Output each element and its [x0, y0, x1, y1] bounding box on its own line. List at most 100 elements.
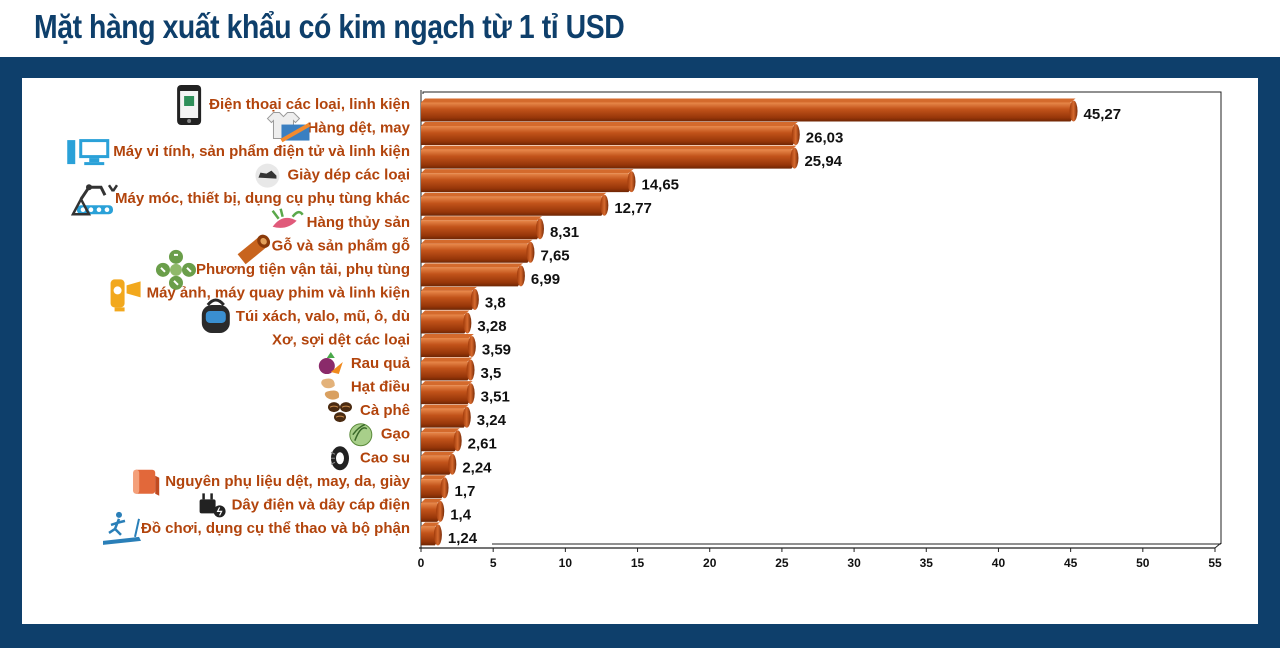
rice-icon: [349, 423, 373, 447]
category-label: Xơ, sợi dệt các loại: [272, 332, 410, 349]
bar: [421, 526, 439, 546]
value-label: 1,7: [455, 483, 476, 500]
x-tick-label: 15: [631, 556, 645, 570]
bar: [421, 502, 441, 522]
bar: [421, 267, 522, 287]
bar-top: [421, 239, 533, 244]
bar: [421, 196, 605, 216]
value-label: 3,51: [481, 389, 510, 406]
category-label: Máy ảnh, máy quay phim và linh kiện: [147, 284, 410, 301]
x-tick-label: 10: [559, 556, 573, 570]
category-label: Cà phê: [360, 402, 410, 419]
bar-top: [421, 216, 542, 221]
bar: [421, 408, 468, 428]
seafood-icon: [271, 208, 304, 228]
wood-log-icon: [237, 234, 271, 265]
bar: [421, 432, 459, 452]
bar: [421, 173, 632, 193]
value-labels: 45,27 26,03 25,94 14,65 12,77 8,31 7,65 6,99 3,8…: [448, 106, 1121, 547]
cashew-icon: [321, 378, 340, 400]
x-axis: 0 5 10 15 20 25 30 35 40 45 50 55: [418, 542, 1222, 570]
bar-top: [421, 192, 607, 197]
fabric-roll-icon: [133, 469, 160, 496]
camera-icon: [110, 279, 141, 312]
bar-top: [421, 428, 460, 433]
machinery-icon: [70, 184, 119, 216]
bar-top: [421, 263, 523, 268]
plot-border-top-right: [422, 91, 1222, 544]
category-label: Rau quả: [351, 355, 411, 372]
category-label: Máy móc, thiết bị, dụng cụ phụ tùng khác: [115, 190, 410, 207]
x-tick-label: 45: [1064, 556, 1078, 570]
value-label: 2,61: [468, 436, 497, 453]
value-label: 45,27: [1084, 106, 1122, 123]
bar-top: [421, 475, 447, 480]
value-label: 3,28: [477, 318, 506, 335]
category-label: Hàng dệt, may: [307, 120, 410, 137]
category-label: Giày dép các loại: [287, 167, 410, 184]
bar-top: [421, 145, 797, 150]
category-label: Gỗ và sản phẩm gỗ: [272, 237, 410, 254]
value-label: 26,03: [806, 130, 844, 147]
value-label: 3,5: [481, 365, 502, 382]
cable-icon: [199, 493, 226, 518]
bar-top: [421, 286, 477, 291]
bar: [421, 314, 468, 334]
x-tick-label: 35: [920, 556, 934, 570]
bar-end-cap: [436, 500, 445, 522]
category-label: Máy vi tính, sản phẩm điện tử và linh ki…: [113, 143, 410, 160]
value-label: 14,65: [641, 177, 679, 194]
bar-end-cap: [466, 359, 475, 381]
x-tick-label: 40: [992, 556, 1006, 570]
page-title: Mặt hàng xuất khẩu có kim ngạch từ 1 tỉ …: [34, 8, 625, 45]
treadmill-icon: [103, 511, 141, 545]
category-icons: [67, 85, 373, 545]
category-label: Hàng thủy sản: [307, 214, 410, 231]
bar-end-cap: [600, 194, 609, 216]
x-tick-label: 0: [418, 556, 425, 570]
x-tick-label: 5: [490, 556, 497, 570]
bar-top: [421, 404, 469, 409]
value-label: 6,99: [531, 271, 560, 288]
x-tick-label: 50: [1136, 556, 1150, 570]
bar: [421, 385, 472, 405]
bar-end-cap: [526, 241, 535, 263]
bar-top: [421, 381, 473, 386]
bar-end-cap: [791, 124, 800, 146]
value-label: 25,94: [804, 153, 842, 170]
bar-top: [421, 357, 473, 362]
category-label: Túi xách, valo, mũ, ô, dù: [236, 308, 410, 325]
x-tick-label: 55: [1208, 556, 1222, 570]
tire-icon: [330, 446, 349, 471]
value-label: 2,24: [462, 459, 492, 476]
x-tick-label: 30: [847, 556, 861, 570]
bar-end-cap: [466, 383, 475, 405]
category-labels: Điện thoại các loại, linh kiện Hàng dệt, …: [113, 96, 410, 537]
phone-icon: [177, 85, 202, 125]
vehicle-icon: [155, 249, 196, 290]
category-label: Điện thoại các loại, linh kiện: [209, 96, 410, 113]
chart-panel: 45,27 26,03 25,94 14,65 12,77 8,31 7,65 6,99 3,8…: [22, 78, 1258, 624]
bar: [421, 455, 453, 475]
bar-end-cap: [790, 147, 799, 169]
bar: [421, 338, 473, 357]
category-label: Phương tiện vận tải, phụ tùng: [196, 261, 410, 278]
value-label: 1,24: [448, 530, 478, 547]
shoe-icon: [255, 163, 280, 188]
bar-top: [421, 498, 443, 503]
category-label: Gạo: [381, 426, 410, 443]
bar-end-cap: [448, 453, 457, 475]
bar-top: [421, 451, 455, 456]
value-label: 12,77: [614, 200, 652, 217]
bar-end-cap: [440, 477, 449, 499]
bar: [421, 290, 476, 310]
bar-end-cap: [535, 218, 544, 240]
bar-top: [421, 122, 798, 127]
bar-end-cap: [516, 265, 525, 287]
category-label: Nguyên phụ liệu dệt, may, da, giày: [165, 473, 410, 490]
bar-chart: 45,27 26,03 25,94 14,65 12,77 8,31 7,65 6,99 3,8…: [67, 85, 1222, 570]
bar: [421, 149, 795, 169]
backpack-icon: [201, 298, 230, 333]
x-tick-label: 20: [703, 556, 717, 570]
x-tick-label: 25: [775, 556, 789, 570]
